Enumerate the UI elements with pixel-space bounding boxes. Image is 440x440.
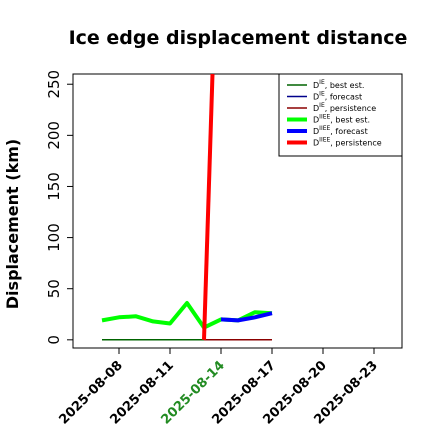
series-layer [101,74,273,341]
chart-title: Ice edge displacement distance [69,27,408,49]
y-tick-label: 150 [45,172,63,201]
plot-area [72,73,403,349]
legend-entry: DIIEE, persistence [313,137,382,148]
series-line-6 [202,74,215,340]
series-line-5 [220,311,273,323]
y-axis-label: Displacement (km) [3,139,22,309]
legend-entry: DIIEE, best est. [313,114,370,125]
legend-entry: DIE, forecast [313,91,362,102]
y-tick-label: 250 [45,70,63,99]
y-tick-label: 50 [45,279,63,298]
y-tick-label: 0 [45,335,63,345]
y-tick-label: 200 [45,121,63,150]
legend-entry: DIE, best est. [313,79,364,90]
legend-entry: DIE, persistence [313,102,376,113]
x-axis: 2025-08-082025-08-112025-08-142025-08-17… [56,348,381,428]
y-axis: 0 50 100 150 200 250 [45,70,73,345]
y-tick-label: 100 [45,223,63,252]
legend-entry: DIIEE, forecast [313,125,368,136]
series-line-4 [101,301,273,330]
